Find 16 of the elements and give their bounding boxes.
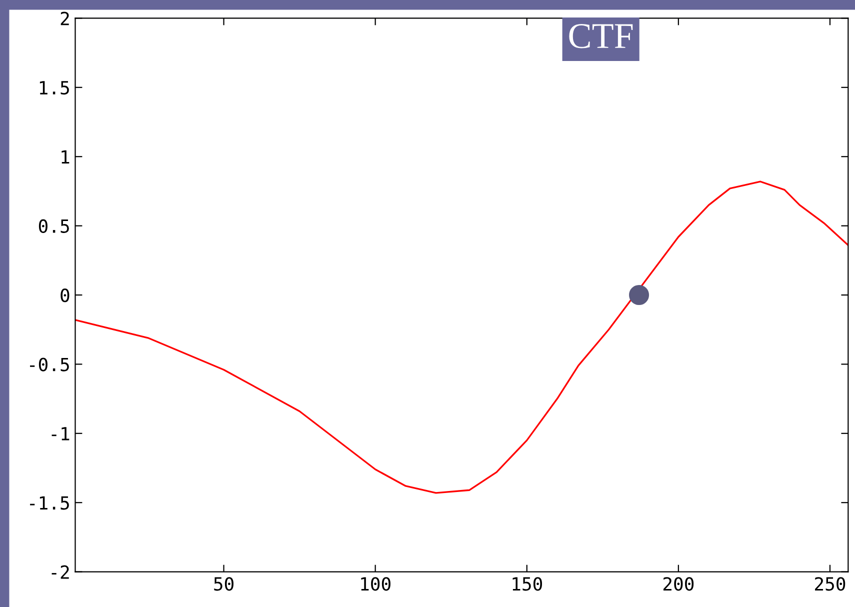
y-tick-label: 0 [60, 288, 70, 302]
x-tick-label: 250 [815, 577, 846, 591]
x-tick-label: 100 [361, 577, 390, 591]
y-tick-label: -2 [52, 565, 69, 579]
y-tick-label: 1 [62, 150, 70, 164]
line-series [75, 180, 848, 494]
x-tick-label: 200 [663, 577, 694, 591]
y-tick-label: -0.5 [30, 358, 69, 372]
x-tick-label: 50 [214, 577, 234, 591]
y-tick-label: -1.5 [30, 496, 69, 510]
chart-title: CTF [569, 24, 633, 48]
y-tick-label: 1.5 [40, 81, 69, 95]
y-tick-label: 0.5 [38, 219, 69, 233]
x-tick-label: 150 [512, 577, 542, 591]
y-tick-label: -1 [52, 427, 70, 440]
y-tick-label: 2 [60, 12, 69, 26]
